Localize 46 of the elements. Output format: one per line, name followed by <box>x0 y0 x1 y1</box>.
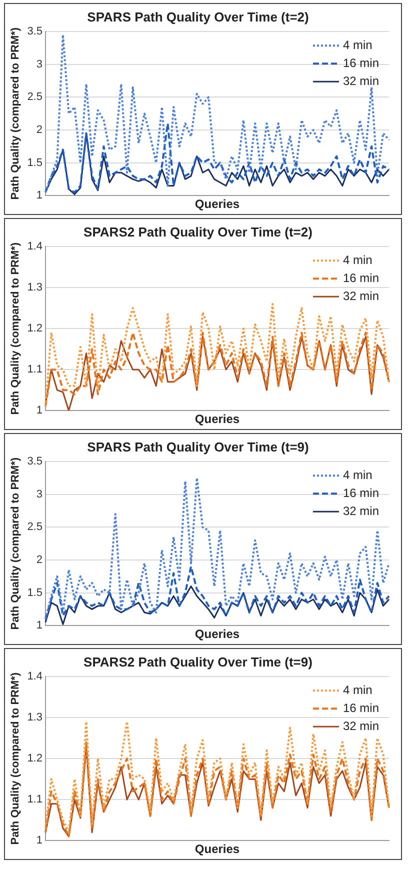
x-axis-title: Queries <box>194 627 240 642</box>
chart-title: SPARS Path Quality Over Time (t=9) <box>87 439 309 454</box>
legend-label: 4 min <box>342 468 372 482</box>
y-tick-label: 3.5 <box>27 26 42 38</box>
y-tick-label: 3.5 <box>27 456 42 468</box>
y-tick-label: 1 <box>36 190 42 202</box>
y-tick-label: 1.2 <box>27 752 42 765</box>
y-tick-label: 1.4 <box>27 240 42 253</box>
legend-label: 16 min <box>342 486 380 500</box>
y-tick-label: 1.1 <box>27 364 42 376</box>
y-tick-label: 1 <box>36 404 42 417</box>
chart-title: SPARS Path Quality Over Time (t=2) <box>87 9 309 24</box>
y-tick-label: 2 <box>36 124 42 136</box>
chart-title: SPARS2 Path Quality Over Time (t=9) <box>84 654 312 670</box>
y-tick-label: 3 <box>36 58 42 70</box>
y-tick-label: 1.2 <box>27 322 42 335</box>
x-axis-title: Queries <box>194 197 240 212</box>
y-tick-label: 1.1 <box>27 794 42 806</box>
y-tick-label: 2.5 <box>27 91 42 104</box>
chart-title: SPARS2 Path Quality Over Time (t=2) <box>84 224 312 240</box>
y-tick-label: 1.3 <box>27 712 42 724</box>
legend-label: 4 min <box>342 682 372 697</box>
legend-label: 4 min <box>342 252 372 267</box>
y-tick-label: 1 <box>36 834 42 847</box>
legend-label: 4 min <box>342 38 372 52</box>
legend-label: 16 min <box>342 56 380 70</box>
y-axis-title: Path Quality (compared to PRM*) <box>10 672 22 845</box>
y-tick-label: 1.4 <box>27 670 42 683</box>
legend-label: 16 min <box>342 700 380 715</box>
y-tick-label: 2 <box>36 554 42 566</box>
y-axis-title: Path Quality (compared to PRM*) <box>10 242 22 415</box>
y-tick-label: 1.5 <box>27 586 42 599</box>
y-tick-label: 1 <box>36 620 42 632</box>
y-tick-label: 1.5 <box>27 156 42 169</box>
y-axis-title: Path Quality (compared to PRM*) <box>10 27 22 200</box>
legend-label: 32 min <box>342 74 380 88</box>
y-axis-title: Path Quality (compared to PRM*) <box>10 457 22 630</box>
y-tick-label: 3 <box>36 488 42 500</box>
y-tick-label: 2.5 <box>27 521 42 534</box>
x-axis-title: Queries <box>194 842 240 856</box>
y-tick-label: 1.3 <box>27 282 42 294</box>
legend-label: 32 min <box>342 718 380 733</box>
legend-label: 32 min <box>342 504 380 518</box>
x-axis-title: Queries <box>194 412 240 426</box>
legend-label: 16 min <box>342 270 380 285</box>
legend-label: 32 min <box>342 288 380 303</box>
